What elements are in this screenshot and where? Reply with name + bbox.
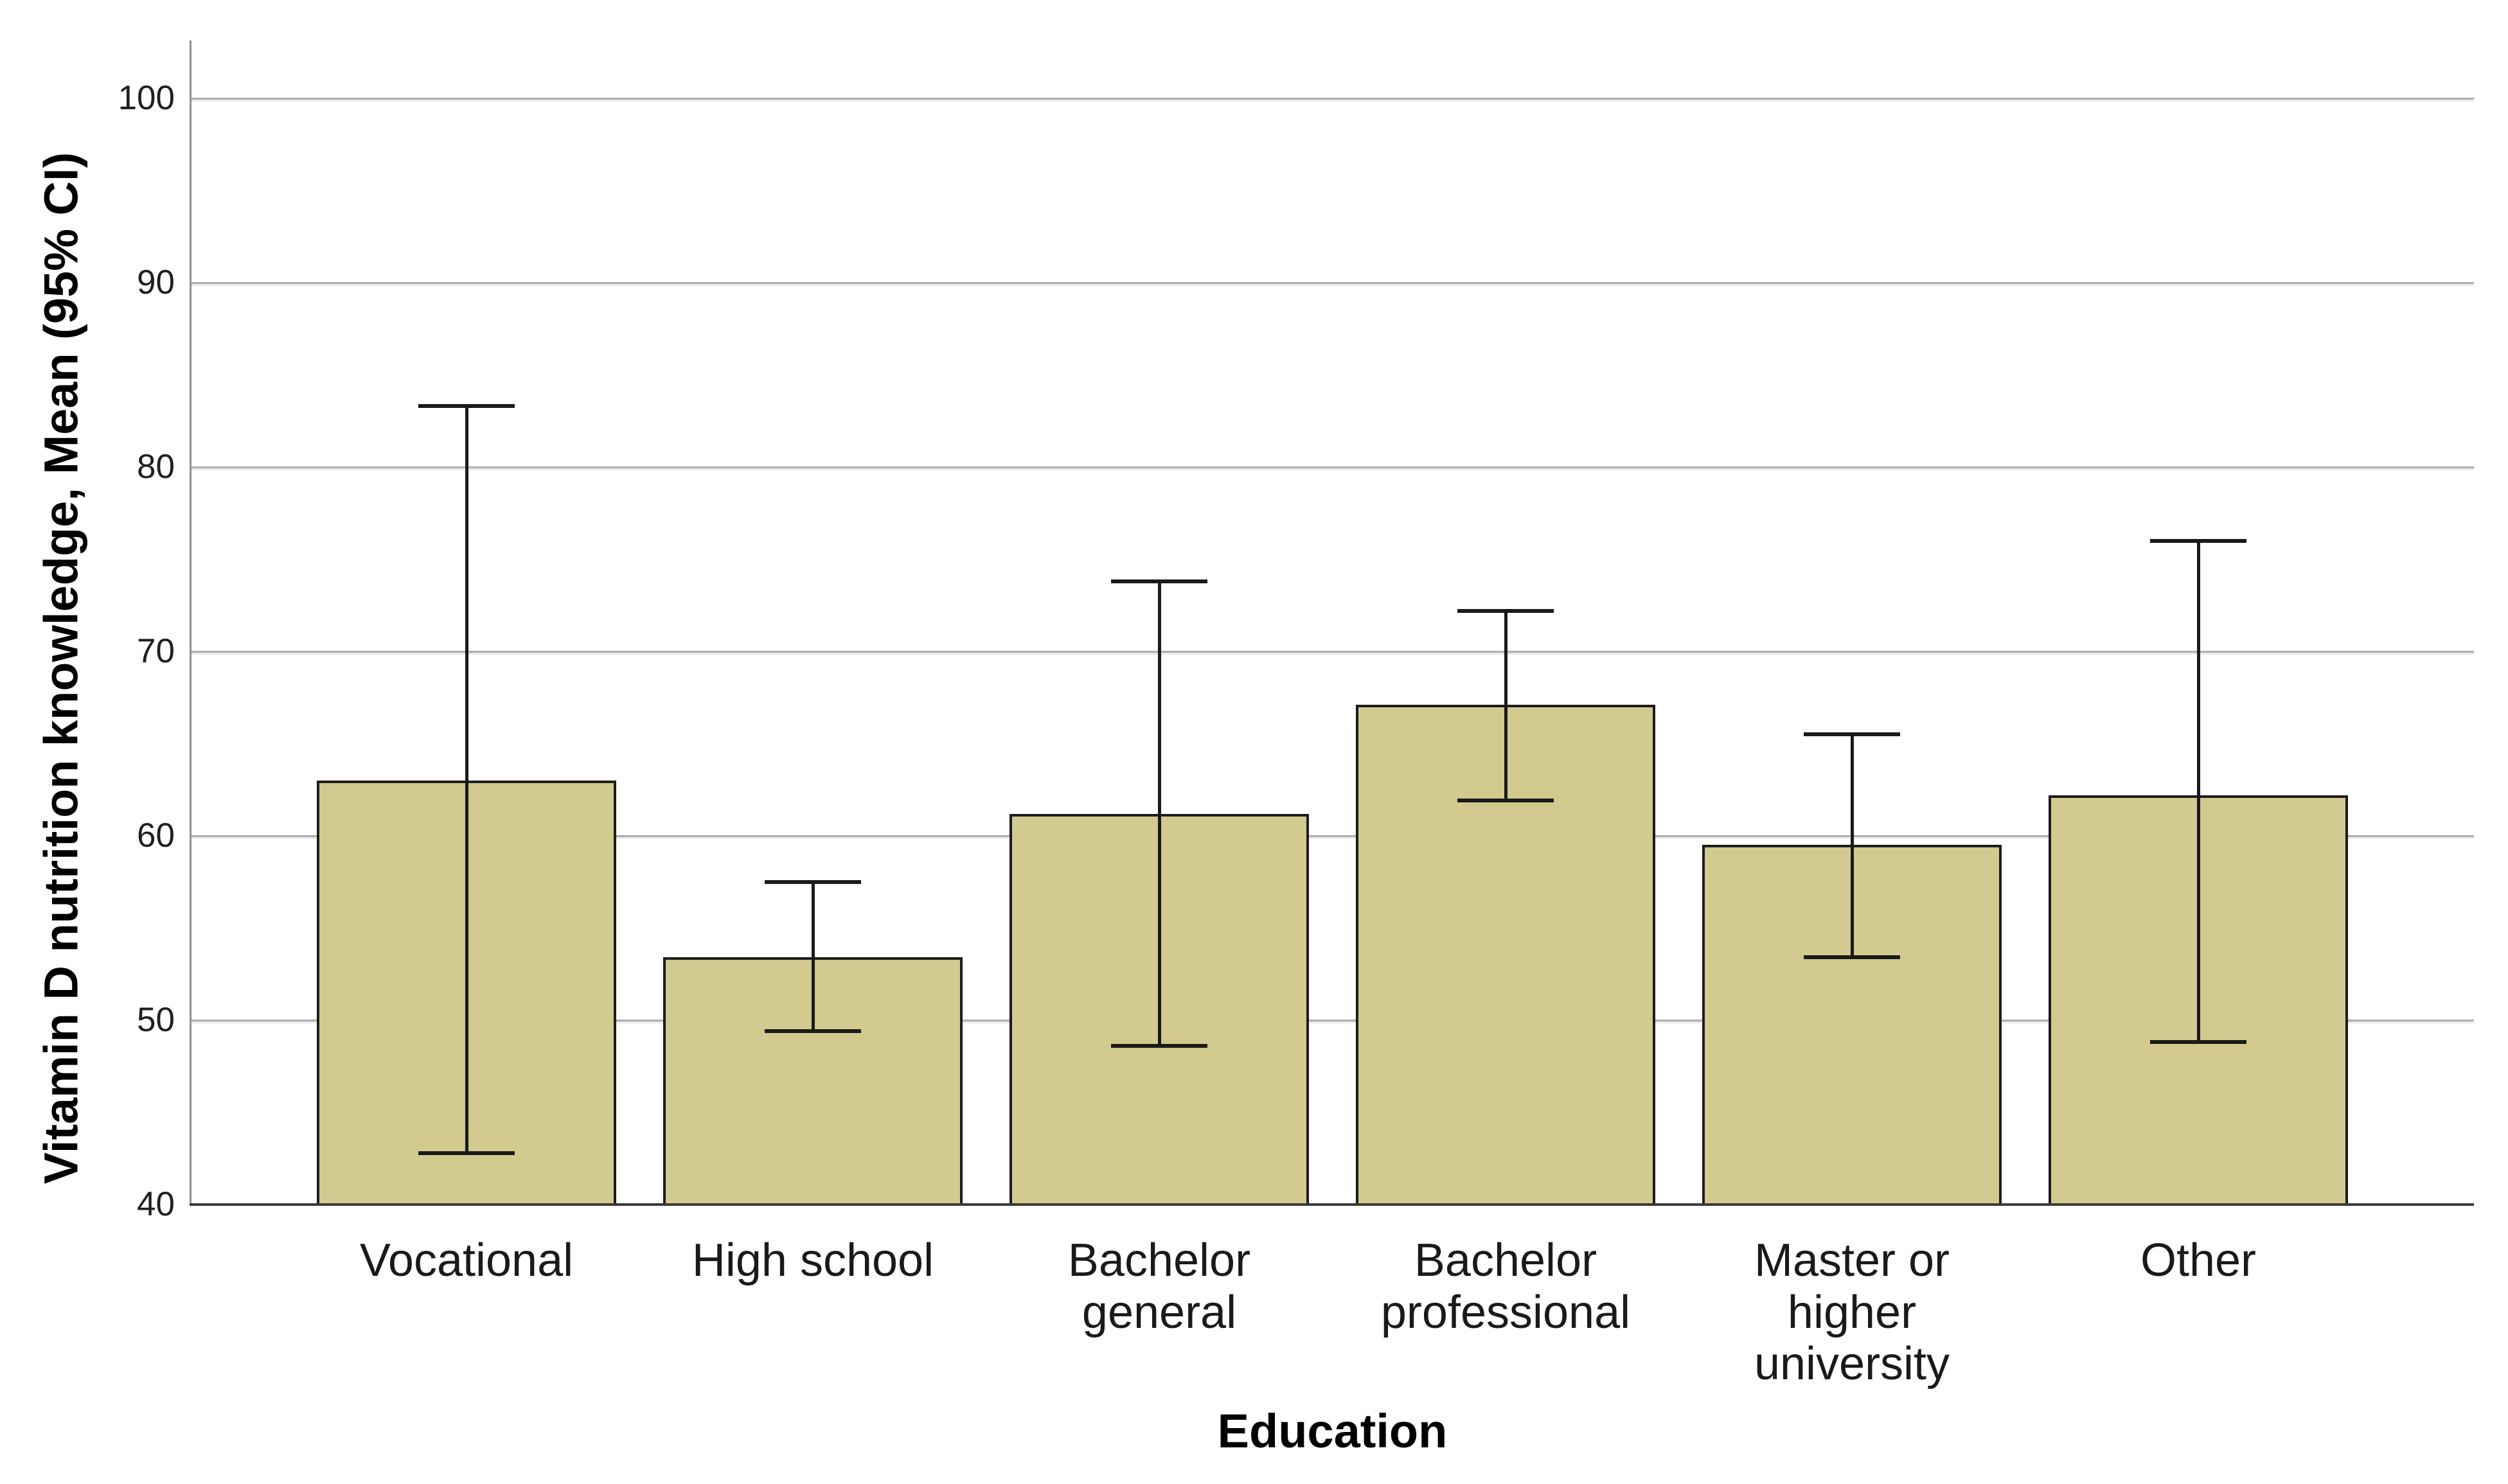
error-bar-cap-top-3 <box>1457 608 1554 613</box>
gridline-50 <box>190 1020 2474 1021</box>
y-tick-label-100: 100 <box>118 79 175 117</box>
error-bar-cap-bottom-1 <box>765 1029 861 1034</box>
x-category-label-4: Master or higher university <box>1754 1235 1950 1390</box>
error-bar-cap-top-0 <box>418 404 515 409</box>
error-bar-line-2 <box>1157 581 1161 1047</box>
x-category-label-5: Other <box>2140 1235 2257 1286</box>
y-tick-label-40: 40 <box>137 1185 175 1223</box>
error-bar-cap-bottom-0 <box>418 1151 515 1155</box>
error-bar-cap-bottom-5 <box>2150 1040 2246 1045</box>
x-axis-title: Education <box>1217 1404 1448 1458</box>
gridline-80 <box>190 466 2474 468</box>
x-category-label-1: High school <box>691 1235 934 1286</box>
gridline-90 <box>190 282 2474 284</box>
x-category-label-3: Bachelor professional <box>1380 1235 1631 1338</box>
y-tick-label-50: 50 <box>137 1001 175 1039</box>
gridline-100 <box>190 98 2474 100</box>
error-bar-cap-top-4 <box>1804 732 1900 737</box>
y-tick-label-60: 60 <box>137 817 175 854</box>
error-bar-cap-bottom-2 <box>1111 1044 1207 1048</box>
error-bar-line-1 <box>811 881 815 1032</box>
error-bar-cap-top-2 <box>1111 579 1207 583</box>
x-category-label-2: Bachelor general <box>1067 1235 1251 1338</box>
y-axis-line <box>190 40 191 1205</box>
error-bar-cap-bottom-4 <box>1804 955 1900 960</box>
error-bar-cap-bottom-3 <box>1457 799 1554 803</box>
y-tick-label-80: 80 <box>137 448 175 486</box>
error-bar-cap-top-1 <box>765 879 861 884</box>
error-bar-line-3 <box>1504 610 1507 801</box>
y-tick-label-70: 70 <box>137 632 175 670</box>
error-bar-cap-top-5 <box>2150 538 2246 543</box>
y-tick-label-90: 90 <box>137 263 175 301</box>
x-category-label-0: Vocational <box>359 1235 574 1286</box>
gridline-70 <box>190 651 2474 653</box>
error-bar-line-0 <box>465 406 468 1153</box>
x-axis-line <box>190 1203 2474 1206</box>
gridline-60 <box>190 835 2474 837</box>
error-bar-line-5 <box>2196 540 2200 1043</box>
error-bar-line-4 <box>1850 734 1854 958</box>
